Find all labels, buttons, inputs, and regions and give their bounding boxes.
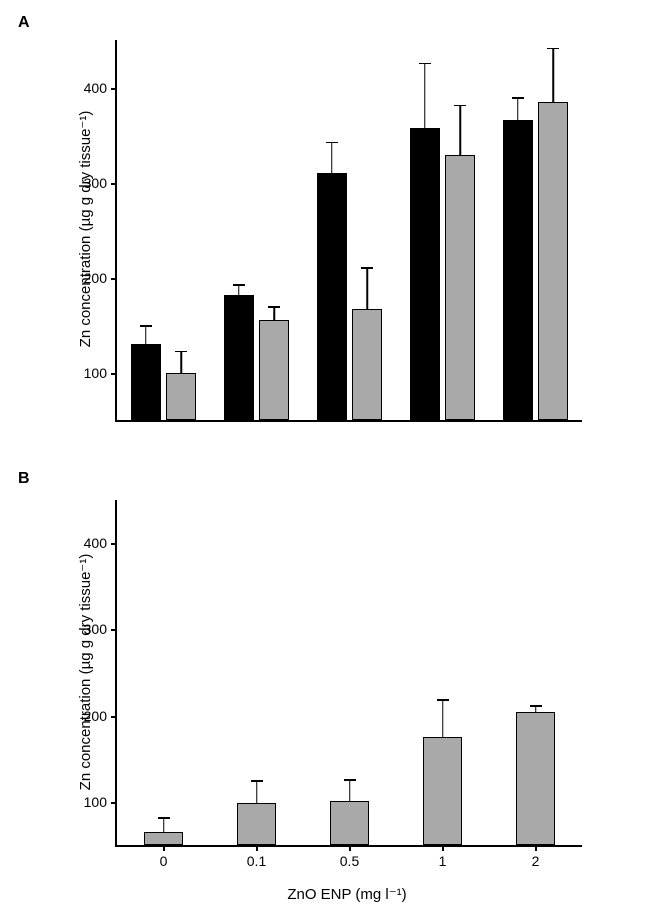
bar <box>224 295 254 420</box>
chart-b: 10020030040000.10.512 Zn concentration (… <box>115 500 580 845</box>
error-cap <box>175 351 187 353</box>
panel-a-label: A <box>18 14 30 32</box>
error-cap <box>547 48 559 50</box>
bar <box>352 309 382 420</box>
page: A 100200300400 Zn concentration (µg g dr… <box>0 0 657 910</box>
chart-b-ylabel: Zn concentration (µg g dry tissue⁻¹) <box>76 492 94 852</box>
error-bar <box>163 817 165 832</box>
xtick-label: 0 <box>160 845 168 869</box>
chart-b-plot: 10020030040000.10.512 <box>115 500 582 847</box>
bar <box>538 102 568 420</box>
error-bar <box>238 284 240 294</box>
bar <box>423 737 462 845</box>
bar <box>410 128 440 420</box>
bar <box>503 120 533 420</box>
error-cap <box>251 780 263 782</box>
error-cap <box>268 306 280 308</box>
panel-b-label: B <box>18 470 30 488</box>
xtick-label: 0.5 <box>340 845 359 869</box>
chart-b-xlabel: ZnO ENP (mg l⁻¹) <box>287 885 406 903</box>
error-cap <box>530 705 542 707</box>
error-bar <box>180 351 182 374</box>
error-bar <box>442 699 444 737</box>
error-bar <box>331 142 333 173</box>
error-cap <box>158 817 170 819</box>
bar <box>445 155 475 420</box>
error-cap <box>419 63 431 65</box>
error-bar <box>459 105 461 155</box>
error-cap <box>326 142 338 144</box>
bar <box>131 344 161 420</box>
xtick-label: 1 <box>439 845 447 869</box>
error-cap <box>233 284 245 286</box>
error-bar <box>349 779 351 801</box>
bar <box>516 712 555 845</box>
error-cap <box>437 699 449 701</box>
error-cap <box>512 97 524 99</box>
chart-a-plot: 100200300400 <box>115 40 582 422</box>
xtick-label: 2 <box>532 845 540 869</box>
error-bar <box>517 97 519 120</box>
xtick-label: 0.1 <box>247 845 266 869</box>
bar <box>166 373 196 420</box>
error-cap <box>454 105 466 107</box>
error-bar <box>256 780 258 802</box>
chart-a-ylabel: Zn concentration (µg g dry tissue⁻¹) <box>76 49 94 409</box>
error-cap <box>140 325 152 327</box>
bar <box>330 801 369 845</box>
error-bar <box>145 325 147 344</box>
error-bar <box>552 48 554 102</box>
bar <box>237 803 276 845</box>
error-bar <box>366 267 368 309</box>
error-bar <box>424 63 426 129</box>
chart-a: 100200300400 Zn concentration (µg g dry … <box>115 40 580 420</box>
bar <box>317 173 347 420</box>
error-cap <box>344 779 356 781</box>
bar <box>259 320 289 420</box>
error-cap <box>361 267 373 269</box>
error-bar <box>273 306 275 320</box>
bar <box>144 832 183 845</box>
